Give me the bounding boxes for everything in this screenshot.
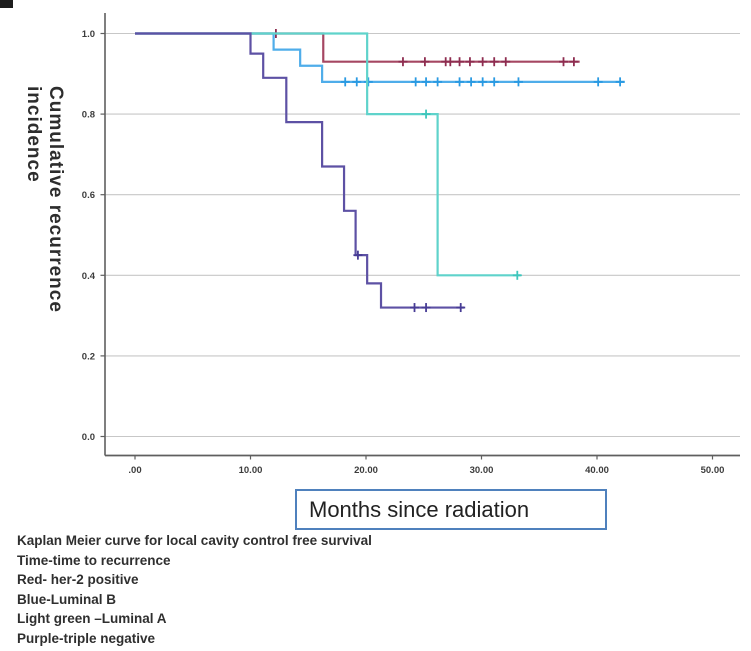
y-axis-title-line1: Cumulative recurrence: [45, 86, 66, 313]
caption-line-purple: Purple-triple negative: [17, 630, 156, 646]
caption-line-blue: Blue-Luminal B: [17, 591, 117, 607]
curve-triple-negative: [135, 32, 465, 309]
y-tick-label: 0.4: [82, 271, 96, 282]
caption-line-lightgreen: Light green –Luminal A: [17, 611, 167, 626]
x-tick-label: 40.00: [585, 465, 609, 476]
caption-line-red: Red- her-2 positive: [17, 572, 139, 587]
y-tick-label: 1.0: [82, 29, 95, 40]
x-axis-title-box: Months since radiation: [295, 489, 607, 530]
curve-luminal-a: [135, 32, 521, 277]
figure-caption: Kaplan Meier curve for local cavity cont…: [17, 531, 372, 648]
x-tick-label: 10.00: [239, 465, 263, 476]
corner-artifact: [0, 0, 13, 8]
y-tick-label: 0.8: [82, 110, 95, 121]
x-axis-title: Months since radiation: [309, 496, 530, 522]
y-tick-label: 0.0: [82, 432, 95, 443]
x-tick-label: .00: [128, 465, 141, 476]
y-axis-title: Cumulative recurrence incidence: [22, 86, 66, 346]
curve-luminal-b: [135, 32, 625, 83]
curve-her2-positive: [135, 32, 580, 63]
y-tick-label: 0.6: [82, 190, 95, 201]
x-tick-label: 20.00: [354, 465, 378, 476]
y-tick-label: 0.2: [82, 351, 95, 362]
caption-line-time: Time-time to recurrence: [17, 552, 171, 568]
caption-line-title: Kaplan Meier curve for local cavity cont…: [17, 533, 372, 548]
y-axis-title-line2: incidence: [23, 86, 44, 183]
x-tick-label: 50.00: [701, 465, 725, 476]
x-tick-label: 30.00: [470, 465, 494, 476]
